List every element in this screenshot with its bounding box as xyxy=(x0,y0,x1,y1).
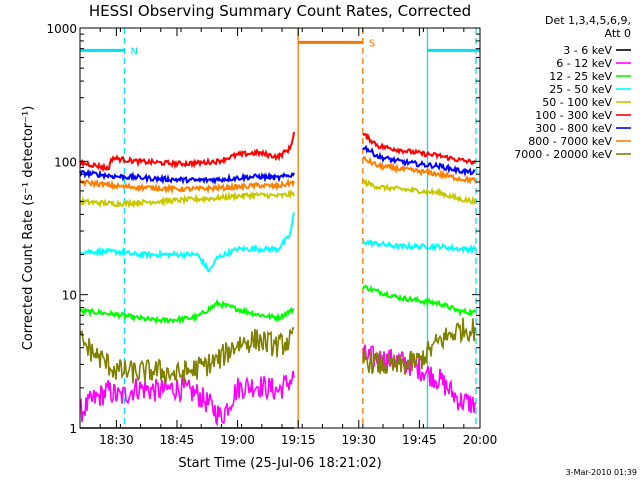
x-tick-label-3: 19:15 xyxy=(281,433,316,447)
legend-title-line-1: Det 1,3,4,5,6,9, xyxy=(545,14,631,27)
flag-label-1: S xyxy=(369,38,375,49)
x-tick-label-5: 19:45 xyxy=(402,433,437,447)
legend-label-7: 800 - 7000 keV xyxy=(528,135,612,148)
y-tick-label-0: 1 xyxy=(69,422,77,436)
series-line-6 xyxy=(79,144,476,186)
legend-label-3: 25 - 50 keV xyxy=(549,83,612,96)
y-tick-label-3: 1000 xyxy=(46,22,77,36)
flag-label-0: N xyxy=(130,46,137,57)
plot-frame xyxy=(79,27,481,429)
legend-label-0: 3 - 6 keV xyxy=(563,44,612,57)
series-line-2 xyxy=(79,284,476,326)
legend-label-1: 6 - 12 keV xyxy=(556,57,612,70)
y-axis-label: Corrected Count Rate (s⁻¹ detector⁻¹) xyxy=(21,106,36,351)
x-tick-label-4: 19:30 xyxy=(341,433,376,447)
legend-label-5: 100 - 300 keV xyxy=(535,109,612,122)
timestamp-footer: 3-Mar-2010 01:39 xyxy=(566,468,637,477)
x-tick-label-0: 18:30 xyxy=(99,433,134,447)
legend-label-8: 7000 - 20000 keV xyxy=(514,148,612,161)
series-line-5 xyxy=(79,131,476,173)
x-axis-label: Start Time (25-Jul-06 18:21:02) xyxy=(178,456,381,471)
y-tick-label-2: 100 xyxy=(54,155,77,169)
axes: 18:30 18:45 19:00 19:15 19:30 19:45 20:00 1 10 10… xyxy=(46,22,497,447)
legend-label-6: 300 - 800 keV xyxy=(535,122,612,135)
series-line-3 xyxy=(79,212,476,273)
y-tick-label-1: 10 xyxy=(62,289,77,303)
series-lines xyxy=(79,131,476,429)
x-tick-label-2: 19:00 xyxy=(220,433,255,447)
legend-title-line-2: Att 0 xyxy=(605,27,631,40)
series-line-4 xyxy=(79,178,476,210)
legend-label-4: 50 - 100 keV xyxy=(542,96,612,109)
series-line-8 xyxy=(79,317,476,385)
x-tick-label-1: 18:45 xyxy=(160,433,195,447)
series-line-7 xyxy=(79,155,476,195)
x-tick-label-6: 20:00 xyxy=(463,433,498,447)
observing-flags: NS xyxy=(80,38,480,57)
legend-label-2: 12 - 25 keV xyxy=(549,70,612,83)
chart-title: HESSI Observing Summary Count Rates, Cor… xyxy=(89,2,471,20)
